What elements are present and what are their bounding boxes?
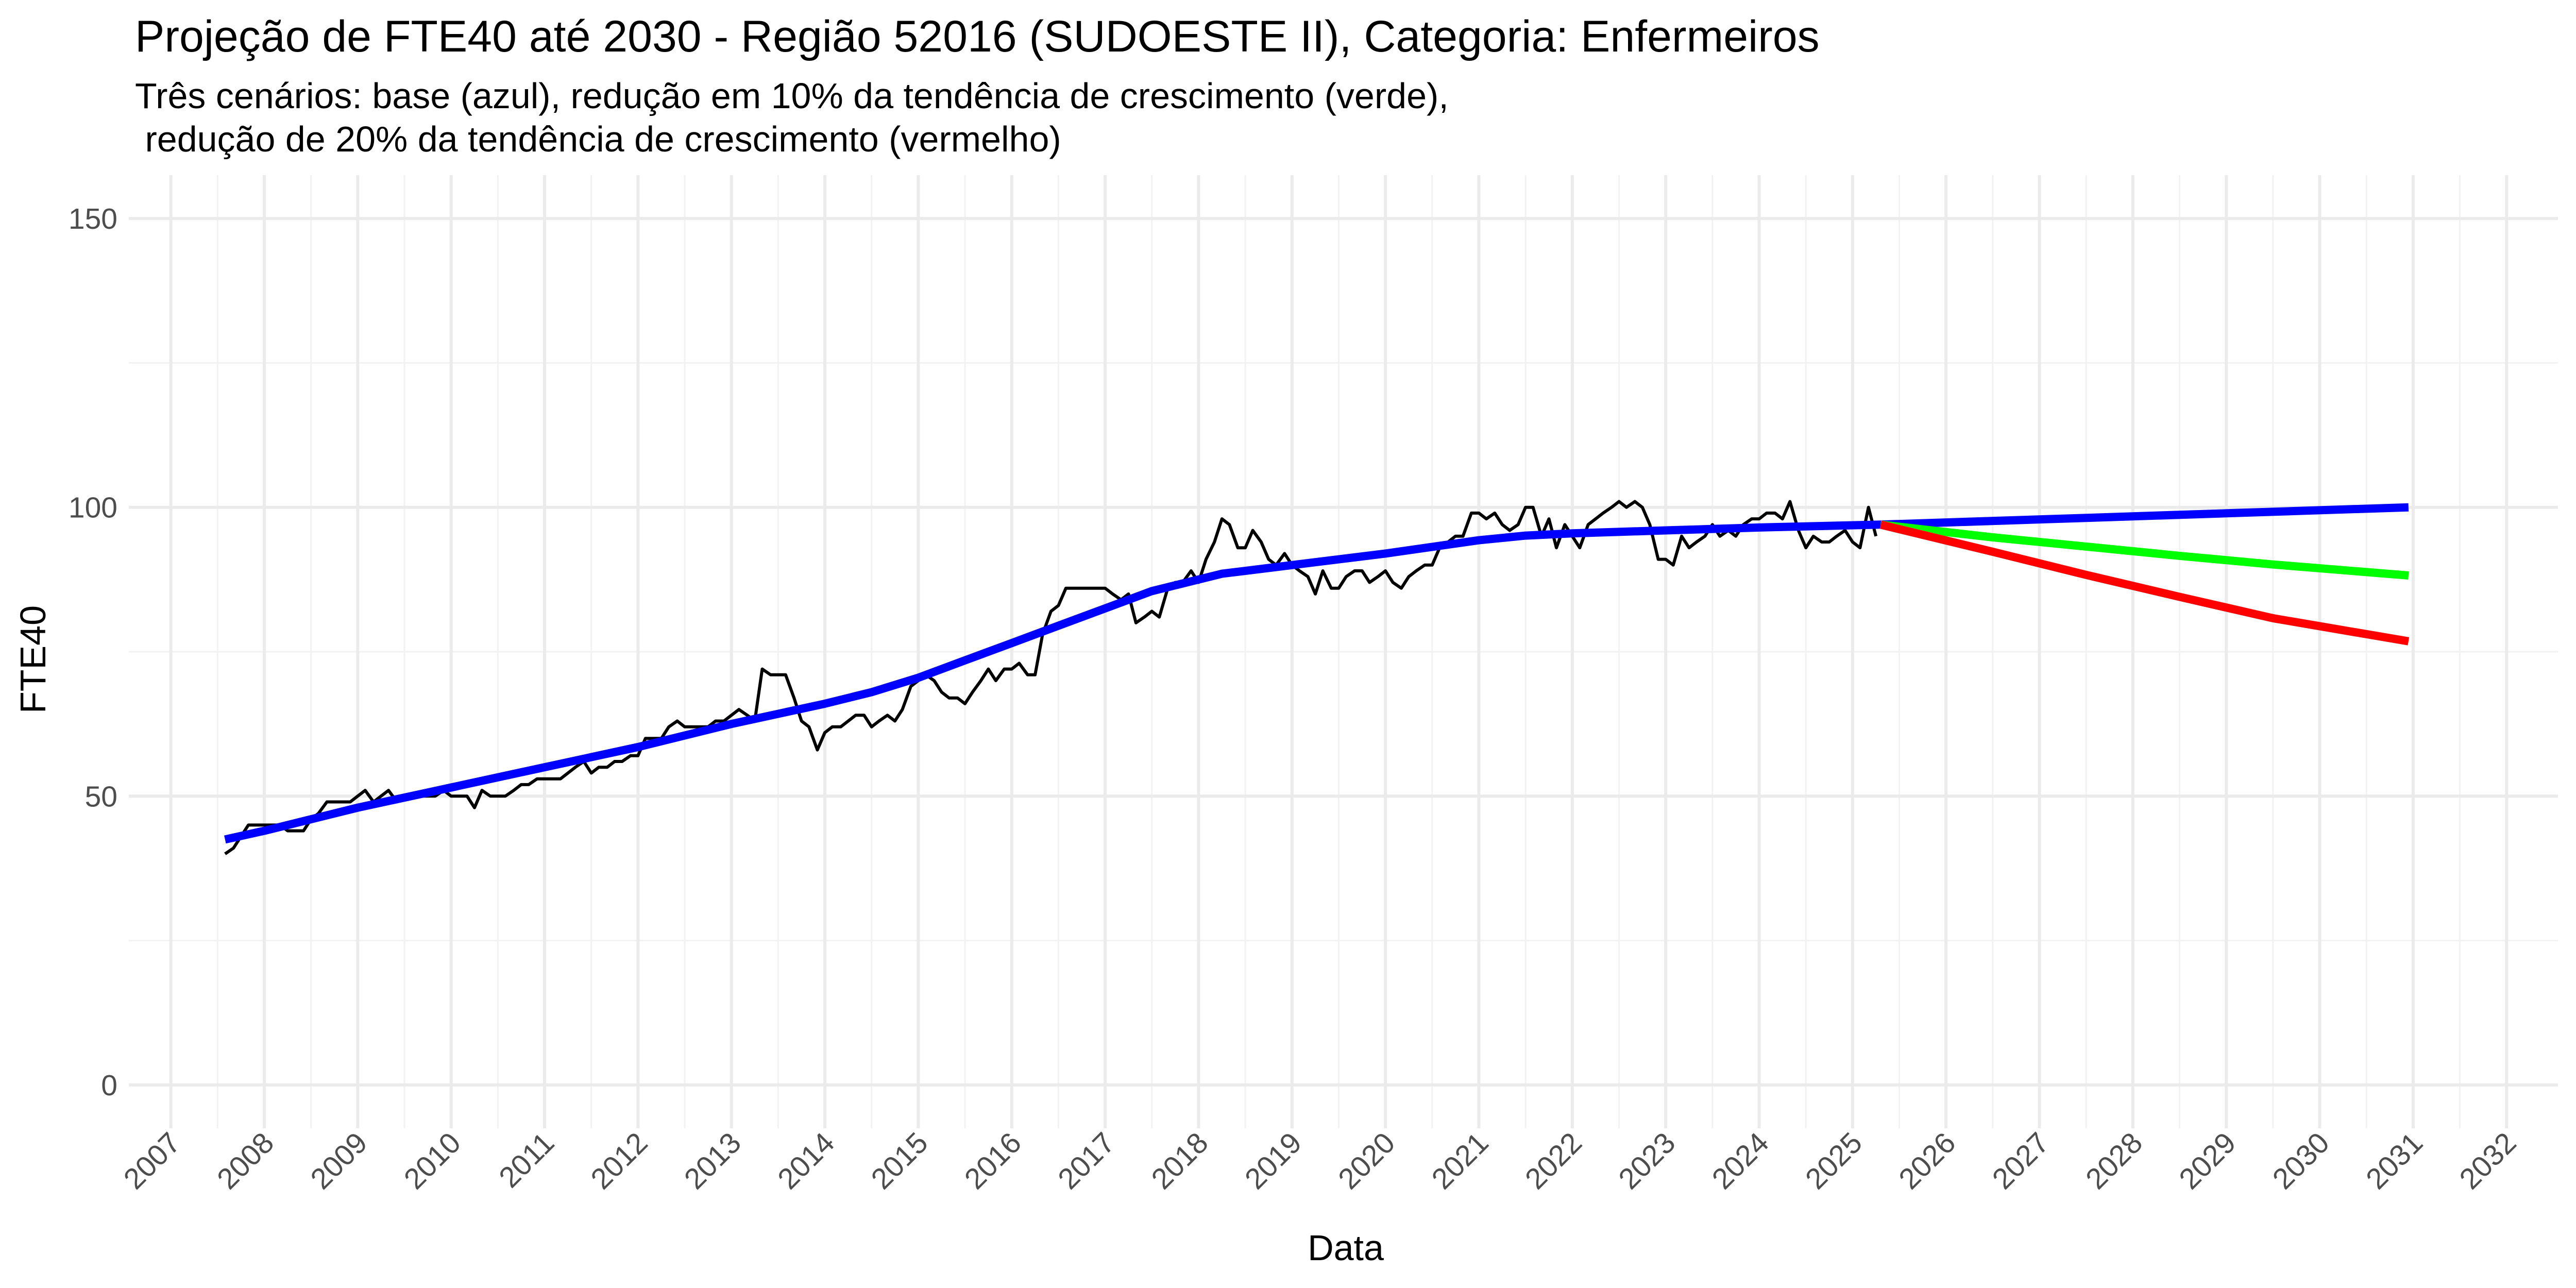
x-axis-ticks: 2007 2008 2009 2010 2011 2012 2013 2014 2015 2016… xyxy=(117,1126,2523,1196)
x-tick-label: 2018 xyxy=(1145,1126,1215,1196)
x-tick-label: 2016 xyxy=(958,1126,1028,1196)
x-tick-label: 2019 xyxy=(1239,1126,1308,1196)
y-tick-label: 100 xyxy=(69,492,117,524)
x-tick-label: 2025 xyxy=(1799,1126,1869,1196)
x-tick-label: 2022 xyxy=(1519,1126,1588,1196)
y-axis-title: FTE40 xyxy=(13,605,53,714)
major-gridlines xyxy=(129,175,2558,1128)
y-axis-ticks: 0 50 100 150 xyxy=(69,202,117,1102)
x-tick-label: 2021 xyxy=(1426,1126,1495,1196)
x-tick-label: 2010 xyxy=(398,1126,467,1196)
x-tick-label: 2029 xyxy=(2173,1126,2242,1196)
minus-20pct-projection-line xyxy=(1879,520,2410,646)
x-axis-title: Data xyxy=(1308,1228,1384,1268)
base-trend-line xyxy=(224,520,1881,844)
x-tick-label: 2026 xyxy=(1892,1126,1962,1196)
x-tick-label: 2020 xyxy=(1332,1126,1401,1196)
x-tick-label: 2015 xyxy=(865,1126,935,1196)
x-tick-label: 2028 xyxy=(2079,1126,2149,1196)
chart-title: Projeção de FTE40 até 2030 - Região 5201… xyxy=(135,12,1820,61)
minor-gridlines xyxy=(129,175,2558,1128)
x-tick-label: 2030 xyxy=(2266,1126,2336,1196)
y-tick-label: 0 xyxy=(101,1069,117,1102)
chart-subtitle: Três cenários: base (azul), redução em 1… xyxy=(135,74,1449,161)
x-tick-label: 2017 xyxy=(1052,1126,1121,1196)
series-lines xyxy=(224,500,2410,855)
y-tick-label: 50 xyxy=(85,780,117,813)
x-tick-label: 2013 xyxy=(678,1126,748,1196)
x-tick-label: 2024 xyxy=(1706,1126,1775,1196)
x-tick-label: 2027 xyxy=(1986,1126,2056,1196)
x-tick-label: 2012 xyxy=(585,1126,654,1196)
minus-10pct-projection-line xyxy=(1880,520,2409,580)
x-tick-label: 2014 xyxy=(771,1126,841,1196)
subtitle-line-1: Três cenários: base (azul), redução em 1… xyxy=(135,76,1449,116)
subtitle-line-2: redução de 20% da tendência de crescimen… xyxy=(135,119,1061,159)
x-tick-label: 2007 xyxy=(117,1126,187,1196)
x-tick-label: 2032 xyxy=(2453,1126,2523,1196)
x-tick-label: 2008 xyxy=(211,1126,280,1196)
x-tick-label: 2009 xyxy=(304,1126,374,1196)
x-tick-label: 2023 xyxy=(1612,1126,1682,1196)
y-tick-label: 150 xyxy=(69,202,117,235)
x-tick-label: 2031 xyxy=(2360,1126,2429,1196)
observed-series-line xyxy=(224,500,1878,855)
x-tick-label: 2011 xyxy=(493,1126,561,1194)
base-projection-line xyxy=(1880,503,2409,529)
